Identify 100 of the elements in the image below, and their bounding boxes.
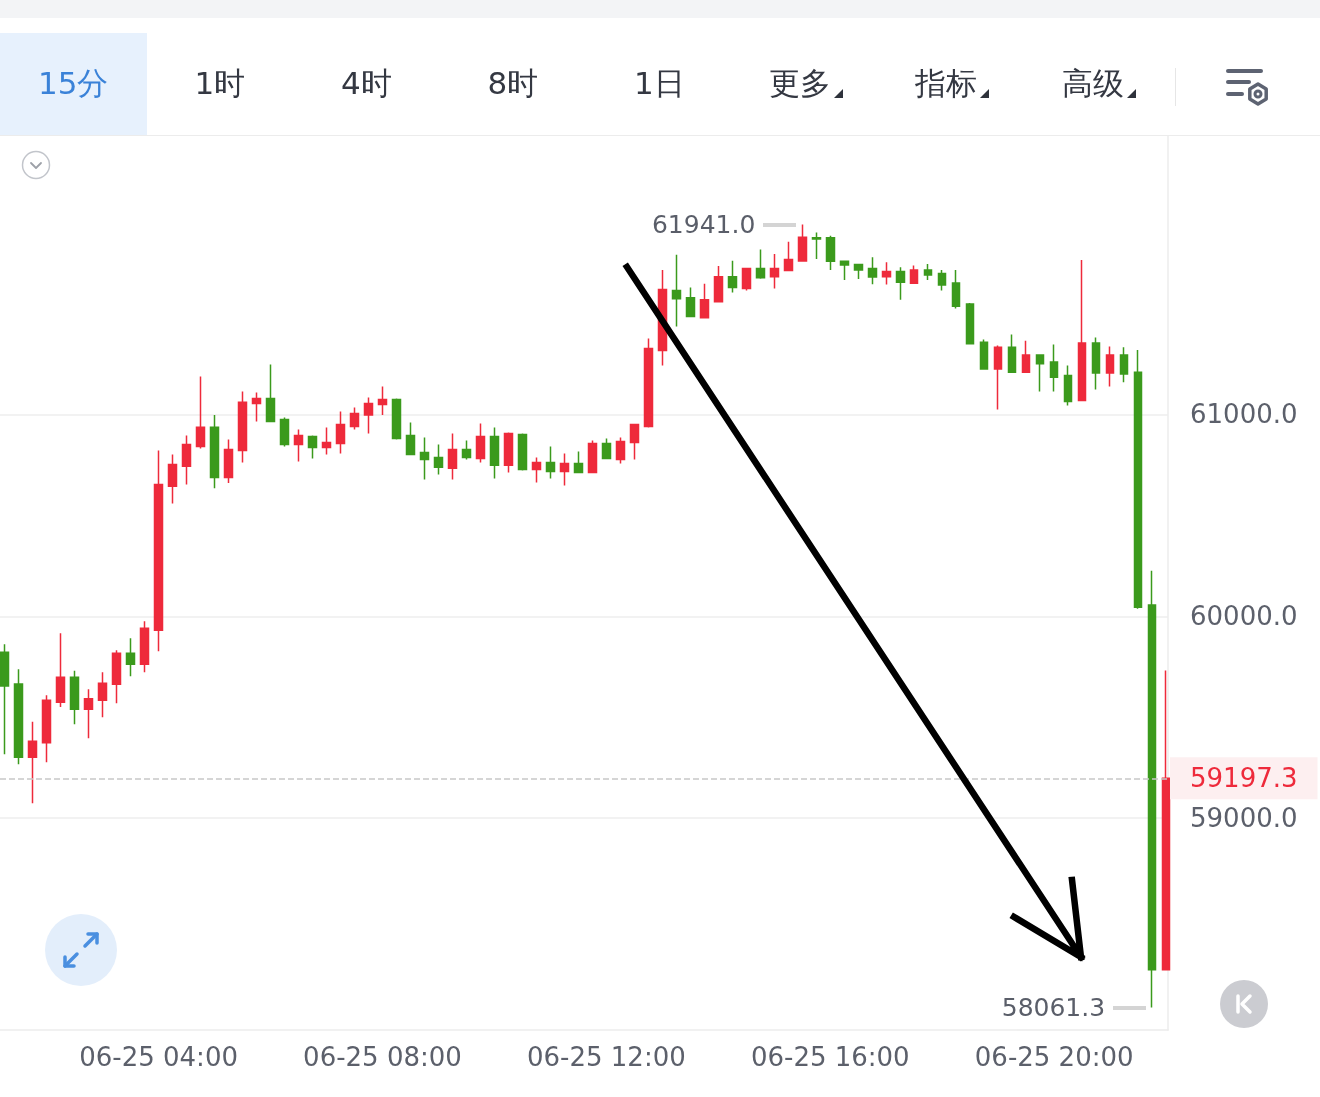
candlestick [825, 234, 836, 271]
candlestick [867, 256, 878, 285]
candlestick [167, 453, 178, 505]
candlestick [69, 670, 80, 726]
candlestick [1105, 345, 1115, 388]
y-tick-label: 59000.0 [1190, 803, 1298, 834]
candlestick [55, 632, 66, 708]
candlestick [587, 439, 598, 474]
candlestick [237, 390, 248, 464]
tab-label: 高级 [1061, 64, 1124, 103]
candlestick [279, 416, 290, 448]
candlestick [1147, 569, 1157, 1009]
candlestick [1077, 259, 1087, 402]
annotation: 58061.3 [1001, 992, 1106, 1022]
candlestick [223, 438, 234, 484]
candlestick [97, 671, 108, 718]
x-tick-label: 06-25 16:00 [750, 1042, 910, 1072]
candlestick [335, 410, 346, 455]
candlestick [643, 337, 654, 429]
candlestick [1119, 346, 1129, 383]
tab-label: 4时 [340, 64, 392, 103]
tab-label: 指标 [915, 64, 978, 103]
candlestick [293, 428, 304, 463]
candlestick [461, 439, 472, 461]
candlestick [265, 363, 276, 423]
x-tick-label: 06-25 04:00 [79, 1042, 238, 1072]
candlestick [111, 649, 122, 705]
candlestick [769, 253, 780, 290]
candlestick [125, 637, 136, 677]
candlestick [993, 344, 1003, 411]
candlestick [503, 431, 514, 474]
candlestick [797, 223, 808, 262]
candlestick [895, 266, 906, 301]
candlestick [1049, 343, 1059, 393]
candlestick [965, 302, 975, 345]
ref-line-label: 59197.3 [1190, 763, 1298, 794]
candlestick [321, 426, 332, 456]
candlestick [153, 449, 164, 652]
tab-label: 更多 [768, 64, 831, 103]
candlestick [1133, 349, 1143, 610]
candlestick [979, 338, 989, 370]
candlestick [363, 396, 374, 435]
candlestick [41, 694, 52, 763]
candlestick [811, 231, 822, 260]
tab-label: 8时 [487, 64, 539, 103]
y-tick-label: 61000.0 [1190, 399, 1298, 430]
annotation: 61941.0 [651, 209, 756, 239]
candlestick [545, 445, 556, 480]
candlestick [699, 282, 710, 319]
candlestick [713, 265, 724, 303]
candlestick [601, 437, 612, 460]
candlestick [391, 397, 402, 441]
candlestick [741, 267, 752, 292]
candlestick [853, 263, 864, 280]
candlestick [923, 263, 933, 281]
candlestick [349, 406, 360, 431]
candlestick [839, 259, 850, 281]
candlestick [629, 423, 640, 461]
candlestick [27, 721, 38, 804]
candlestick [475, 422, 486, 464]
candlestick [139, 620, 150, 673]
candlestick [1035, 354, 1045, 393]
candlestick [881, 261, 892, 286]
candlestick [615, 436, 626, 465]
tab-label: 15分 [38, 64, 109, 103]
x-tick-label: 06-25 12:00 [527, 1042, 686, 1072]
candlestick [909, 264, 919, 285]
candlestick [531, 456, 542, 484]
candlestick [195, 375, 206, 450]
candlestick [1007, 333, 1017, 374]
candlestick [951, 269, 961, 310]
candlestick [517, 432, 528, 472]
tab-label: 1日 [633, 64, 685, 103]
candlestick [13, 668, 24, 765]
candlestick [559, 452, 570, 487]
candlestick [1021, 339, 1031, 374]
x-tick-label: 06-25 08:00 [303, 1042, 462, 1072]
candlestick [1063, 364, 1073, 407]
candlestick [783, 241, 794, 272]
y-tick-label: 60000.0 [1190, 601, 1298, 632]
candlestick [489, 426, 500, 480]
candlestick [0, 643, 10, 755]
candlestick [419, 436, 430, 481]
candlestick [83, 688, 94, 739]
x-tick-label: 06-25 20:00 [974, 1042, 1134, 1072]
candlestick [209, 414, 220, 490]
candlestick [377, 385, 388, 416]
candlestick [405, 421, 416, 456]
candlestick [755, 248, 766, 280]
candlestick [251, 391, 262, 423]
candlestick [447, 432, 458, 481]
candlestick [685, 286, 696, 318]
candlestick [727, 259, 738, 294]
candlestick [307, 434, 318, 460]
candlestick [1091, 336, 1101, 391]
candlestick [181, 434, 192, 486]
candlestick [937, 269, 947, 292]
candlestick [671, 253, 682, 328]
candlestick [573, 450, 584, 474]
candlestick [433, 443, 444, 476]
